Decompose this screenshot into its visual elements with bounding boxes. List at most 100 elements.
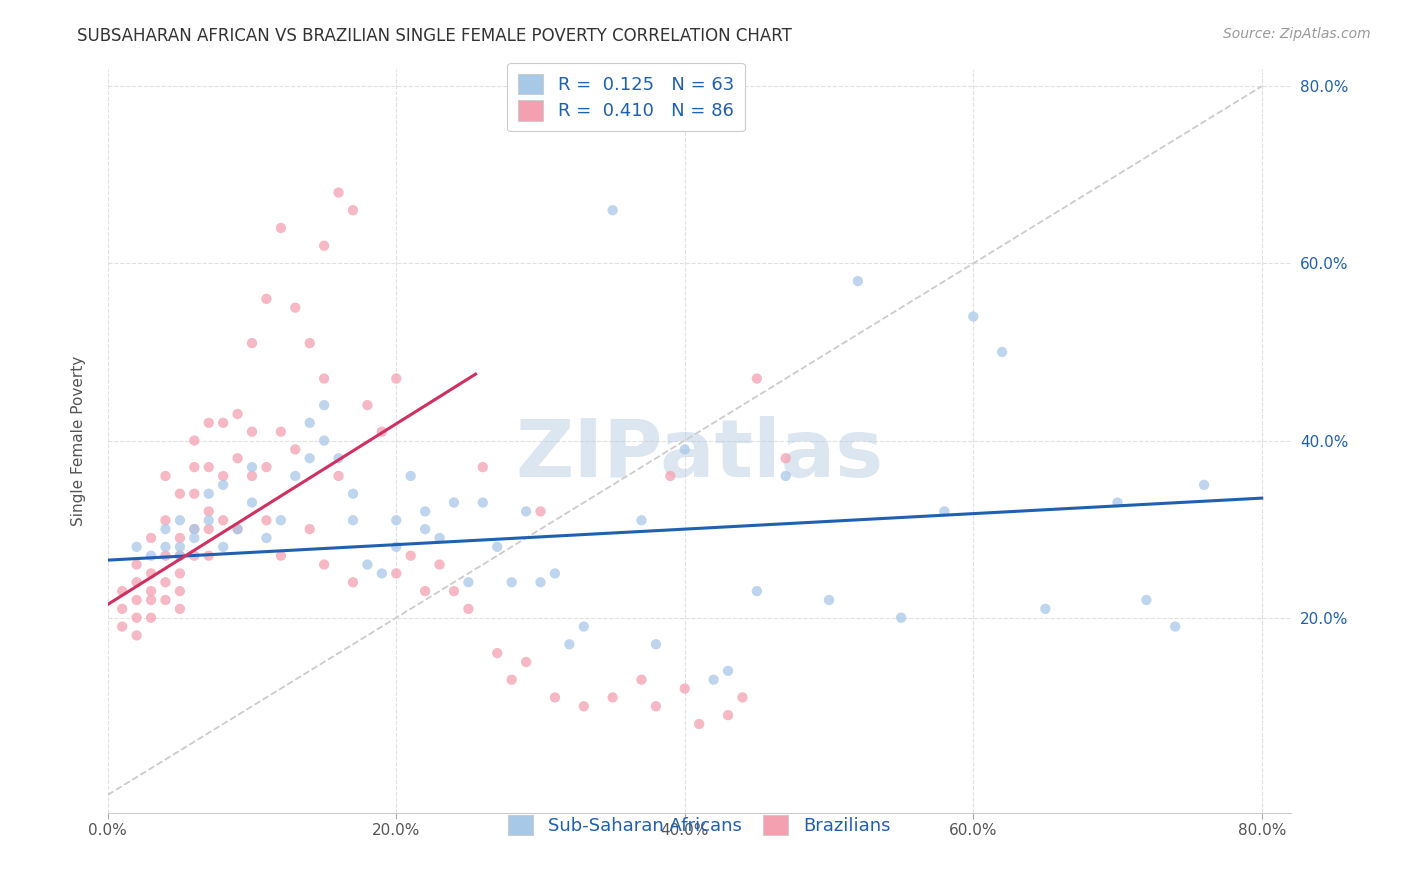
Point bbox=[385, 540, 408, 554]
Point bbox=[197, 513, 219, 527]
Point bbox=[486, 540, 509, 554]
Point bbox=[197, 486, 219, 500]
Point bbox=[212, 513, 235, 527]
Point bbox=[298, 336, 321, 351]
Point bbox=[240, 495, 263, 509]
Point bbox=[169, 602, 191, 616]
Point bbox=[314, 558, 336, 572]
Point bbox=[155, 513, 177, 527]
Point bbox=[673, 442, 696, 457]
Text: Source: ZipAtlas.com: Source: ZipAtlas.com bbox=[1223, 27, 1371, 41]
Point bbox=[328, 186, 350, 200]
Point bbox=[270, 425, 292, 439]
Point bbox=[1107, 495, 1129, 509]
Point bbox=[775, 451, 797, 466]
Point bbox=[1035, 602, 1057, 616]
Point bbox=[342, 486, 364, 500]
Point bbox=[645, 699, 668, 714]
Point bbox=[125, 575, 148, 590]
Point bbox=[139, 593, 162, 607]
Point bbox=[501, 575, 523, 590]
Point bbox=[169, 513, 191, 527]
Point bbox=[457, 602, 479, 616]
Point bbox=[256, 531, 278, 545]
Point bbox=[226, 407, 249, 421]
Point bbox=[240, 336, 263, 351]
Point bbox=[125, 610, 148, 624]
Point bbox=[314, 371, 336, 385]
Point bbox=[226, 522, 249, 536]
Point bbox=[630, 673, 652, 687]
Point bbox=[197, 416, 219, 430]
Point bbox=[155, 469, 177, 483]
Point bbox=[226, 451, 249, 466]
Point bbox=[197, 504, 219, 518]
Point bbox=[197, 460, 219, 475]
Point bbox=[155, 522, 177, 536]
Point bbox=[602, 690, 624, 705]
Point bbox=[413, 584, 436, 599]
Point bbox=[544, 690, 567, 705]
Point bbox=[558, 637, 581, 651]
Point bbox=[155, 593, 177, 607]
Point bbox=[169, 531, 191, 545]
Point bbox=[183, 460, 205, 475]
Point bbox=[169, 549, 191, 563]
Point bbox=[413, 522, 436, 536]
Point bbox=[183, 549, 205, 563]
Point bbox=[399, 549, 422, 563]
Point bbox=[240, 469, 263, 483]
Point bbox=[111, 584, 134, 599]
Point bbox=[934, 504, 956, 518]
Point bbox=[673, 681, 696, 696]
Point bbox=[314, 434, 336, 448]
Point bbox=[371, 566, 394, 581]
Point bbox=[139, 610, 162, 624]
Point bbox=[139, 531, 162, 545]
Point bbox=[125, 540, 148, 554]
Point bbox=[155, 575, 177, 590]
Point bbox=[240, 460, 263, 475]
Point bbox=[486, 646, 509, 660]
Point bbox=[298, 416, 321, 430]
Point bbox=[226, 522, 249, 536]
Point bbox=[1192, 478, 1215, 492]
Point bbox=[399, 469, 422, 483]
Point bbox=[529, 575, 551, 590]
Point bbox=[270, 513, 292, 527]
Point bbox=[183, 486, 205, 500]
Point bbox=[688, 717, 710, 731]
Point bbox=[212, 416, 235, 430]
Point bbox=[240, 425, 263, 439]
Point bbox=[745, 371, 768, 385]
Point bbox=[572, 619, 595, 633]
Point bbox=[775, 469, 797, 483]
Point bbox=[111, 619, 134, 633]
Point bbox=[443, 495, 465, 509]
Point bbox=[962, 310, 984, 324]
Point bbox=[256, 292, 278, 306]
Point bbox=[544, 566, 567, 581]
Point bbox=[256, 513, 278, 527]
Point bbox=[342, 513, 364, 527]
Point bbox=[342, 575, 364, 590]
Point bbox=[515, 655, 537, 669]
Point bbox=[183, 522, 205, 536]
Point bbox=[197, 522, 219, 536]
Point bbox=[155, 549, 177, 563]
Point bbox=[212, 469, 235, 483]
Point bbox=[298, 451, 321, 466]
Point bbox=[270, 221, 292, 235]
Point bbox=[385, 371, 408, 385]
Point bbox=[169, 566, 191, 581]
Point bbox=[169, 584, 191, 599]
Point bbox=[183, 531, 205, 545]
Point bbox=[284, 301, 307, 315]
Point bbox=[745, 584, 768, 599]
Point bbox=[356, 398, 378, 412]
Point bbox=[429, 531, 451, 545]
Y-axis label: Single Female Poverty: Single Female Poverty bbox=[72, 355, 86, 525]
Point bbox=[284, 469, 307, 483]
Point bbox=[328, 451, 350, 466]
Point bbox=[197, 549, 219, 563]
